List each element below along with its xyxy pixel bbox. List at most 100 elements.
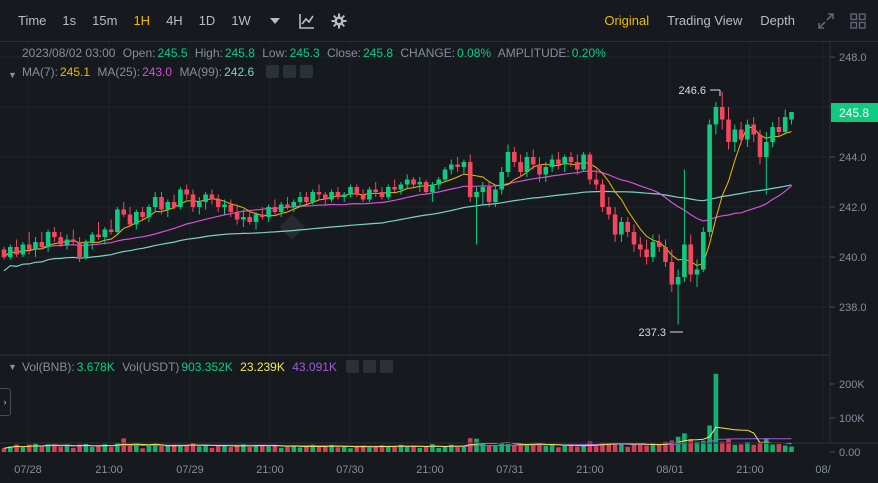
volume-bar [442, 446, 448, 452]
candle [341, 192, 347, 202]
low-marker-value: 237.3 [638, 327, 666, 339]
high-label: High: [194, 46, 223, 60]
layout-grid-icon[interactable] [842, 0, 874, 42]
volume-bar [127, 445, 133, 452]
ma99-line [3, 184, 792, 272]
interval-time[interactable]: Time [18, 12, 47, 28]
volume-axis: 200K 100K 0.00 [830, 379, 865, 459]
candle [486, 182, 492, 207]
volume-bar [83, 444, 89, 452]
ma-legend-collapse-chevron-icon[interactable]: ▼ [8, 70, 17, 80]
candle [745, 119, 750, 147]
vol-bnb-label: Vol(BNB): [22, 360, 75, 374]
interval-15m[interactable]: 15m [92, 12, 118, 28]
time-tick-label: 07/29 [176, 464, 204, 476]
vol-close-icon[interactable] [380, 360, 394, 373]
candles-layer [1, 92, 794, 325]
candle [102, 227, 108, 245]
settings-gear-icon[interactable] [323, 0, 355, 42]
volume-bar [178, 445, 183, 452]
volume-bar [745, 442, 750, 452]
volume-bar [354, 446, 360, 452]
volume-bar [165, 445, 171, 452]
volume-bar [606, 442, 612, 452]
volume-bar [549, 444, 555, 452]
open-label: Open: [122, 46, 156, 60]
volume-bar [417, 447, 423, 452]
volume-bar [228, 446, 234, 452]
volume-bar [619, 443, 624, 452]
vol-ma2-value: 43.091K [292, 360, 337, 374]
candle [638, 237, 643, 257]
volume-bar [20, 447, 26, 452]
fullscreen-expand-icon[interactable] [810, 0, 842, 42]
ohlc-legend: 2023/08/02 03:00 Open: 245.5 High: 245.8 L… [22, 46, 610, 60]
interval-4h[interactable]: 4H [166, 12, 183, 28]
volume-bar [455, 447, 460, 452]
interval-1h[interactable]: 1H [133, 12, 151, 28]
volume-bar [64, 445, 70, 452]
more-intervals-chevron-down-icon[interactable] [259, 0, 291, 42]
candle [26, 232, 32, 255]
volume-bar [190, 442, 196, 452]
interval-1d[interactable]: 1D [198, 12, 216, 28]
ma-settings-icon[interactable] [282, 65, 296, 78]
volume-bar [782, 445, 788, 452]
candle [1, 247, 7, 260]
vol-settings-icon[interactable] [363, 360, 377, 373]
ma-legend: MA(7): 245.1 MA(25): 243.0 MA(99): 242.6 [22, 65, 317, 79]
candle [77, 237, 82, 262]
volume-bar [115, 443, 120, 452]
candle [58, 232, 63, 247]
side-panel-expand-button[interactable]: › [0, 388, 11, 416]
candle [209, 189, 215, 205]
chart-grid [0, 42, 830, 443]
ma-visibility-eye-icon[interactable] [265, 65, 279, 78]
vol-bnb-value: 3.678K [76, 360, 115, 374]
candle [480, 182, 486, 205]
volume-bar [360, 445, 366, 452]
view-depth[interactable]: Depth [760, 13, 795, 28]
vol-legend-collapse-chevron-icon[interactable]: ▼ [8, 362, 17, 372]
volume-bar [39, 446, 45, 452]
view-original[interactable]: Original [604, 13, 650, 28]
change-value: 0.08% [457, 46, 492, 60]
chart-toolbar: Time 1s 15m 1H 4H 1D 1W Original Trading… [0, 0, 878, 42]
volume-bar [669, 440, 675, 452]
indicator-chart-icon[interactable] [291, 0, 323, 42]
candle [656, 234, 662, 252]
candle [467, 154, 473, 202]
vol-visibility-eye-icon[interactable] [346, 360, 360, 373]
vol-usdt-label: Vol(USDT) [122, 360, 180, 374]
candle [556, 152, 561, 170]
volume-tick-label: 100K [839, 413, 865, 425]
volume-bar [266, 446, 271, 452]
time-tick-label: 21:00 [95, 464, 123, 476]
volume-bar [247, 447, 252, 452]
ma-close-icon[interactable] [299, 65, 313, 78]
volume-ma-lines [3, 426, 792, 449]
candle [367, 187, 372, 202]
volume-bar [543, 445, 549, 452]
candle [108, 219, 114, 235]
candle [738, 122, 744, 145]
candle [234, 204, 240, 225]
volume-bar [449, 444, 454, 452]
volume-bar [159, 446, 164, 452]
candle [751, 117, 756, 142]
volume-bar [707, 425, 712, 452]
view-trading-view[interactable]: Trading View [667, 13, 743, 28]
price-tick-label: 248.0 [839, 52, 867, 64]
ma25-line [3, 170, 792, 258]
volume-bar [751, 444, 756, 452]
interval-1w[interactable]: 1W [231, 12, 251, 28]
candle [669, 249, 675, 292]
candle [96, 222, 101, 240]
price-tick-label: 240.0 [839, 252, 867, 264]
candle [323, 192, 328, 205]
interval-1s[interactable]: 1s [62, 12, 77, 28]
candle [39, 232, 45, 250]
candle [726, 107, 731, 150]
ohlc-date: 2023/08/02 03:00 [22, 46, 116, 60]
